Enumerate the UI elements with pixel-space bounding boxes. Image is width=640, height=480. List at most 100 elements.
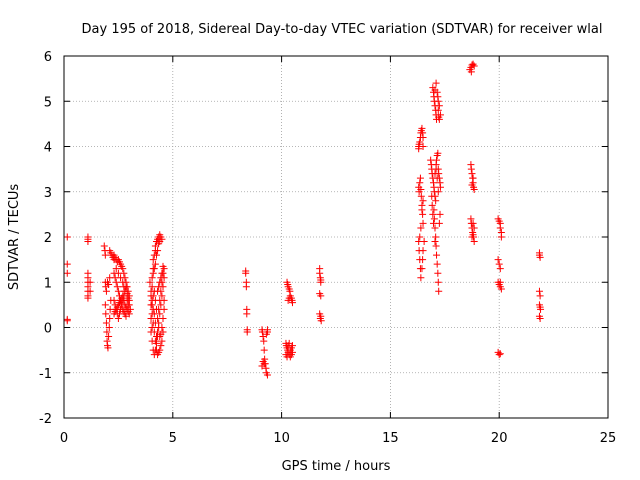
- data-point: [417, 185, 425, 193]
- chart-title: Day 195 of 2018, Sidereal Day-to-day VTE…: [82, 22, 603, 37]
- data-point: [102, 310, 110, 318]
- data-point: [469, 219, 477, 227]
- plot-frame: [63, 55, 609, 419]
- data-point: [470, 224, 478, 232]
- data-point: [86, 287, 94, 295]
- data-point: [316, 269, 324, 277]
- data-point: [418, 124, 426, 132]
- data-point: [152, 339, 160, 347]
- data-point: [150, 351, 158, 359]
- data-point: [63, 260, 71, 268]
- data-point: [84, 238, 92, 246]
- y-axis-ticks: -2 -1 0 1 2 3 4 5 6: [39, 50, 608, 427]
- data-point: [420, 238, 428, 246]
- data-point: [159, 314, 167, 322]
- data-point: [154, 247, 162, 255]
- data-point: [151, 346, 159, 354]
- y-tick-label: 4: [44, 141, 52, 156]
- data-point: [149, 292, 157, 300]
- x-axis-ticks: 0 5 10 15 20 25: [60, 56, 616, 446]
- data-point: [432, 79, 440, 87]
- data-point: [146, 278, 154, 286]
- data-point: [433, 251, 441, 259]
- data-point: [536, 253, 544, 261]
- data-point: [416, 174, 424, 182]
- data-point: [258, 362, 266, 370]
- data-point: [148, 324, 156, 331]
- data-point: [416, 233, 424, 241]
- data-point: [431, 238, 439, 246]
- data-point: [432, 242, 440, 250]
- data-point: [288, 342, 296, 350]
- data-point: [317, 292, 325, 300]
- data-point: [288, 299, 296, 307]
- data-point: [148, 337, 156, 345]
- data-point: [117, 274, 125, 282]
- data-point: [158, 324, 166, 331]
- data-point: [120, 283, 128, 291]
- data-point: [433, 260, 441, 268]
- data-point: [432, 233, 440, 241]
- data-point: [416, 179, 424, 187]
- data-point: [433, 156, 441, 164]
- data-point: [112, 278, 120, 286]
- data-point: [152, 333, 160, 341]
- data-point: [429, 219, 437, 227]
- x-tick-label: 20: [491, 431, 508, 446]
- data-point: [467, 68, 475, 76]
- data-point: [283, 353, 291, 361]
- data-point: [536, 292, 544, 300]
- data-point: [123, 296, 131, 304]
- data-point: [431, 170, 439, 178]
- data-point: [114, 314, 122, 322]
- data-point: [496, 350, 504, 358]
- data-point: [147, 328, 155, 336]
- data-point: [157, 274, 165, 282]
- data-point: [285, 294, 293, 302]
- data-point: [417, 192, 425, 200]
- data-point: [431, 224, 439, 232]
- data-point: [122, 312, 130, 320]
- data-point: [156, 278, 164, 286]
- data-point: [119, 278, 127, 286]
- x-tick-label: 10: [273, 431, 290, 446]
- data-point: [155, 240, 163, 248]
- data-point: [418, 265, 426, 273]
- data-point: [242, 283, 250, 291]
- data-point: [149, 256, 157, 264]
- data-point: [495, 260, 503, 268]
- data-point: [101, 251, 109, 259]
- data-point: [434, 188, 442, 196]
- data-point: [114, 269, 122, 277]
- data-point: [155, 283, 163, 291]
- data-point: [435, 219, 443, 227]
- data-point: [151, 260, 159, 268]
- data-point: [154, 287, 162, 295]
- x-tick-label: 0: [60, 431, 68, 446]
- data-point: [430, 215, 438, 223]
- data-point: [470, 238, 478, 246]
- data-point: [114, 287, 122, 295]
- data-point: [111, 301, 119, 309]
- data-point: [317, 278, 325, 286]
- data-point: [158, 269, 166, 277]
- data-point: [434, 278, 442, 286]
- data-point: [470, 185, 478, 193]
- data-point: [419, 210, 427, 218]
- data-point: [243, 310, 251, 318]
- data-point: [418, 206, 426, 214]
- data-points: [63, 60, 545, 379]
- data-point: [105, 281, 113, 289]
- data-point: [157, 301, 165, 309]
- data-point: [419, 247, 427, 255]
- data-point: [419, 133, 427, 141]
- data-point: [497, 285, 505, 293]
- y-tick-label: 5: [44, 95, 52, 110]
- data-point: [317, 317, 325, 325]
- data-point: [101, 301, 109, 309]
- y-tick-label: -1: [39, 367, 52, 382]
- y-axis-label: SDTVAR / TECUs: [7, 184, 22, 291]
- data-point: [496, 278, 504, 286]
- data-point: [149, 305, 157, 313]
- data-point: [497, 233, 505, 241]
